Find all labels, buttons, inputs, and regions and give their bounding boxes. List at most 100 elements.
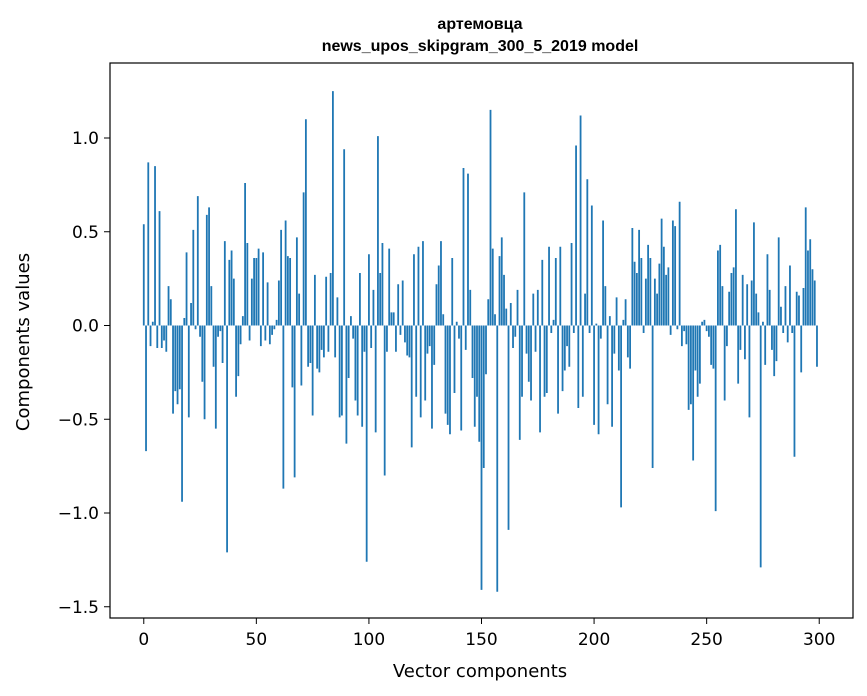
bar <box>656 293 659 326</box>
bar <box>572 325 575 333</box>
bar <box>512 325 514 348</box>
bar <box>719 244 722 326</box>
bar <box>593 325 595 425</box>
bar <box>208 207 210 326</box>
bar <box>653 278 656 326</box>
bar <box>230 250 233 326</box>
bar <box>667 267 670 326</box>
bar <box>746 284 749 326</box>
y-tick-label: −1.0 <box>58 504 99 524</box>
bar <box>757 312 760 326</box>
bar <box>178 325 181 390</box>
bar <box>246 243 249 326</box>
bar <box>377 136 379 326</box>
bar <box>807 250 809 326</box>
bar <box>404 325 406 343</box>
bar <box>219 325 222 332</box>
bar <box>771 325 773 350</box>
bar <box>431 325 433 429</box>
bar <box>320 325 323 350</box>
bar <box>381 243 384 326</box>
bar <box>701 321 704 326</box>
x-tick-label: 100 <box>353 630 385 650</box>
bar <box>183 318 186 326</box>
bar <box>329 273 332 326</box>
bar <box>451 258 454 326</box>
bar <box>241 316 244 326</box>
bar <box>723 325 726 401</box>
bar <box>692 325 695 461</box>
bar <box>307 325 310 367</box>
bar <box>352 325 355 339</box>
x-tick-label: 200 <box>578 630 610 650</box>
bar <box>505 308 508 326</box>
bar <box>586 179 589 326</box>
bar <box>244 183 246 326</box>
bar <box>185 252 188 326</box>
bar <box>577 325 580 408</box>
bar <box>449 325 451 435</box>
bar <box>187 325 190 418</box>
bar <box>660 218 663 326</box>
bar <box>214 325 217 429</box>
bar <box>473 325 476 427</box>
bar <box>642 325 645 333</box>
bar <box>192 229 195 326</box>
bar <box>597 325 600 435</box>
bar <box>644 278 647 326</box>
bar <box>419 325 422 418</box>
bar <box>347 325 350 378</box>
bar <box>566 325 568 347</box>
bar <box>674 226 677 326</box>
bar <box>361 325 364 427</box>
bar <box>275 319 278 326</box>
bar <box>768 289 771 326</box>
bar <box>613 325 616 354</box>
bar <box>521 325 523 397</box>
bar <box>509 303 512 326</box>
x-tick-label: 0 <box>138 630 149 650</box>
bar <box>500 237 503 326</box>
x-axis-ticks: 0 50 100 150 200 250 300 <box>138 618 835 650</box>
y-tick-label: −1.5 <box>58 598 99 618</box>
bar <box>626 325 629 358</box>
bar <box>334 325 337 358</box>
bar <box>336 297 339 326</box>
bar <box>766 254 769 326</box>
bar <box>383 325 386 476</box>
y-tick-label: 1.0 <box>72 129 99 149</box>
bar <box>561 325 564 392</box>
bar <box>313 274 316 326</box>
bar <box>397 284 400 326</box>
bar <box>444 325 447 414</box>
bar <box>721 286 724 326</box>
y-axis-label: Components values <box>13 253 34 431</box>
bar <box>602 220 604 326</box>
bar <box>151 321 154 326</box>
bar <box>714 325 717 512</box>
bar <box>811 269 814 326</box>
bar <box>791 325 794 333</box>
bar <box>289 258 292 326</box>
bar <box>669 325 672 335</box>
bar <box>160 325 163 348</box>
bar <box>651 325 654 468</box>
bar <box>780 306 782 326</box>
bar <box>368 254 370 326</box>
bar <box>631 228 634 326</box>
bar <box>327 325 330 352</box>
x-axis-label: Vector components <box>393 661 567 682</box>
bar <box>552 319 555 326</box>
bar <box>698 325 701 384</box>
bar <box>687 325 690 410</box>
bar <box>413 254 415 326</box>
bar <box>201 325 204 382</box>
bar <box>345 325 348 444</box>
bar <box>257 248 260 326</box>
bar <box>458 325 460 339</box>
bar <box>532 293 535 326</box>
bar <box>617 325 620 371</box>
bar <box>250 278 253 326</box>
bar <box>343 149 346 326</box>
bar <box>703 319 706 326</box>
